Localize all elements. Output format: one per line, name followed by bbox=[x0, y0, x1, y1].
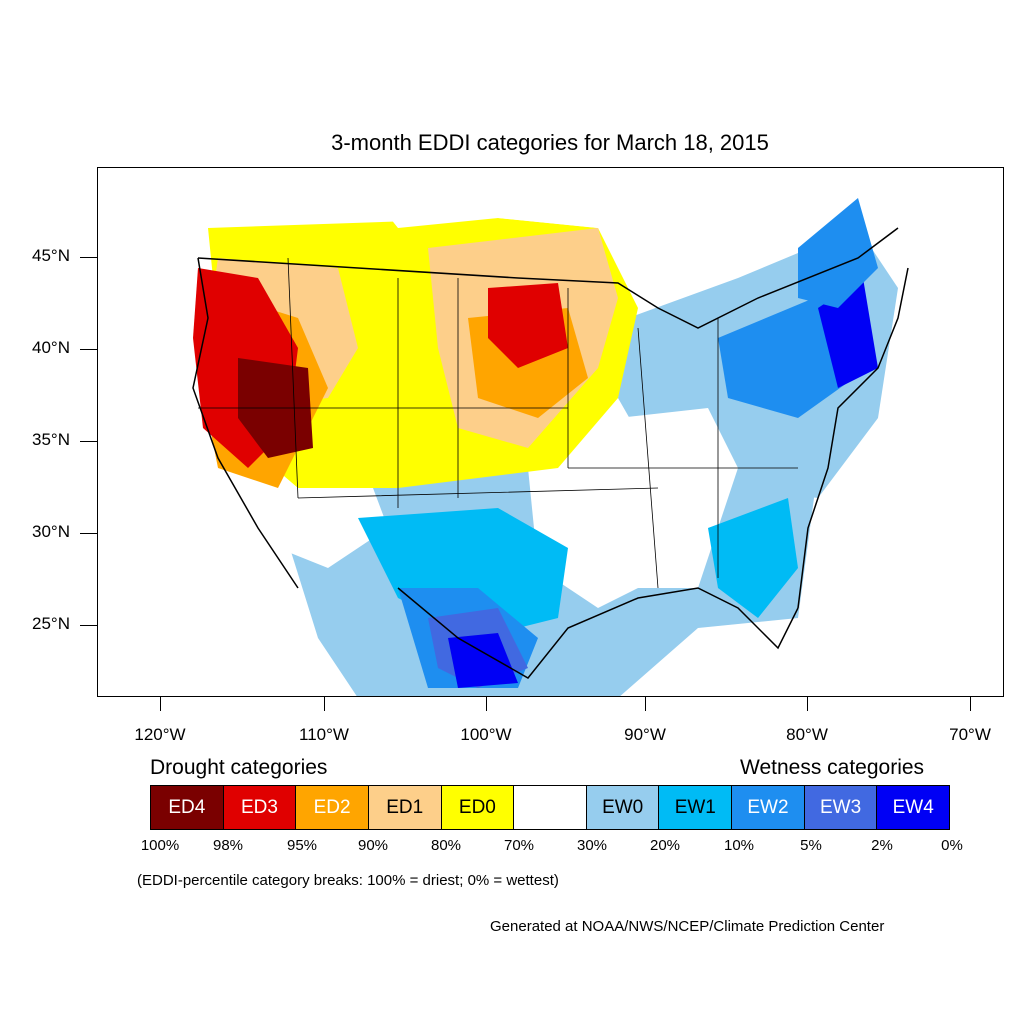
percentile-label: 95% bbox=[286, 837, 318, 854]
lon-label: 90°W bbox=[624, 725, 666, 744]
lon-label: 70°W bbox=[949, 725, 991, 744]
lat-tick bbox=[80, 533, 97, 534]
legend-box-ed0: ED0 bbox=[441, 786, 515, 829]
country-border bbox=[197, 227, 899, 329]
legend-box-ed3: ED3 bbox=[223, 786, 297, 829]
legend-box-ew0: EW0 bbox=[586, 786, 660, 829]
eddi-map bbox=[97, 167, 1004, 697]
legend-box-ew4: EW4 bbox=[877, 786, 950, 829]
legend-box-ew2: EW2 bbox=[732, 786, 805, 829]
lon-label: 120°W bbox=[134, 725, 186, 744]
region-ew1-southeast bbox=[708, 498, 798, 618]
lon-tick bbox=[324, 697, 325, 711]
lon-tick bbox=[486, 697, 487, 711]
map-canvas bbox=[192, 178, 909, 696]
percentile-label: 0% bbox=[941, 837, 963, 854]
credit-line: Generated at NOAA/NWS/NCEP/Climate Predi… bbox=[490, 918, 885, 935]
percentile-label: 100% bbox=[140, 837, 180, 854]
lat-tick bbox=[80, 625, 97, 626]
coastline-west bbox=[192, 257, 299, 589]
lon-label: 100°W bbox=[460, 725, 512, 744]
region-ew4-texas bbox=[448, 633, 518, 688]
percentile-label: 80% bbox=[430, 837, 462, 854]
category-legend: ED4 ED3 ED2 ED1 ED0 EW0 EW1 EW2 EW3 EW4 bbox=[150, 785, 950, 830]
lon-tick bbox=[970, 697, 971, 711]
region-neutral-north bbox=[358, 178, 618, 228]
lat-label: 30°N bbox=[32, 522, 70, 541]
wetness-heading: Wetness categories bbox=[740, 756, 925, 779]
map-title: 3-month EDDI categories for March 18, 20… bbox=[331, 130, 769, 155]
lon-label: 80°W bbox=[786, 725, 828, 744]
coastline-gulf bbox=[397, 587, 799, 679]
lat-tick bbox=[80, 441, 97, 442]
lat-tick bbox=[80, 349, 97, 350]
percentile-label: 98% bbox=[212, 837, 244, 854]
percentile-label: 5% bbox=[800, 837, 822, 854]
coastline-east bbox=[797, 267, 909, 609]
percentile-label: 10% bbox=[723, 837, 755, 854]
legend-box-ed4: ED4 bbox=[151, 786, 224, 829]
percentile-label: 70% bbox=[503, 837, 535, 854]
lat-label: 35°N bbox=[32, 430, 70, 449]
category-note: (EDDI-percentile category breaks: 100% =… bbox=[137, 872, 559, 889]
state-borders bbox=[198, 257, 798, 589]
lon-label: 110°W bbox=[299, 725, 349, 744]
lat-label: 40°N bbox=[32, 338, 70, 357]
legend-box-ew3: EW3 bbox=[804, 786, 878, 829]
region-ed3-dakotas bbox=[488, 283, 568, 368]
percentile-label: 2% bbox=[871, 837, 893, 854]
lat-label: 25°N bbox=[32, 614, 70, 633]
percentile-label: 20% bbox=[649, 837, 681, 854]
legend-box-neutral bbox=[514, 786, 587, 829]
percentile-label: 90% bbox=[357, 837, 389, 854]
lat-tick bbox=[80, 257, 97, 258]
region-ew1-texas bbox=[358, 508, 568, 638]
legend-box-ed2: ED2 bbox=[296, 786, 369, 829]
legend-box-ew1: EW1 bbox=[659, 786, 733, 829]
percentile-label: 30% bbox=[576, 837, 608, 854]
lon-tick bbox=[645, 697, 646, 711]
lon-tick bbox=[160, 697, 161, 711]
region-ew2-newengland bbox=[798, 198, 878, 308]
drought-heading: Drought categories bbox=[150, 756, 328, 779]
lon-tick bbox=[807, 697, 808, 711]
legend-box-ed1: ED1 bbox=[368, 786, 442, 829]
lat-label: 45°N bbox=[32, 246, 70, 265]
